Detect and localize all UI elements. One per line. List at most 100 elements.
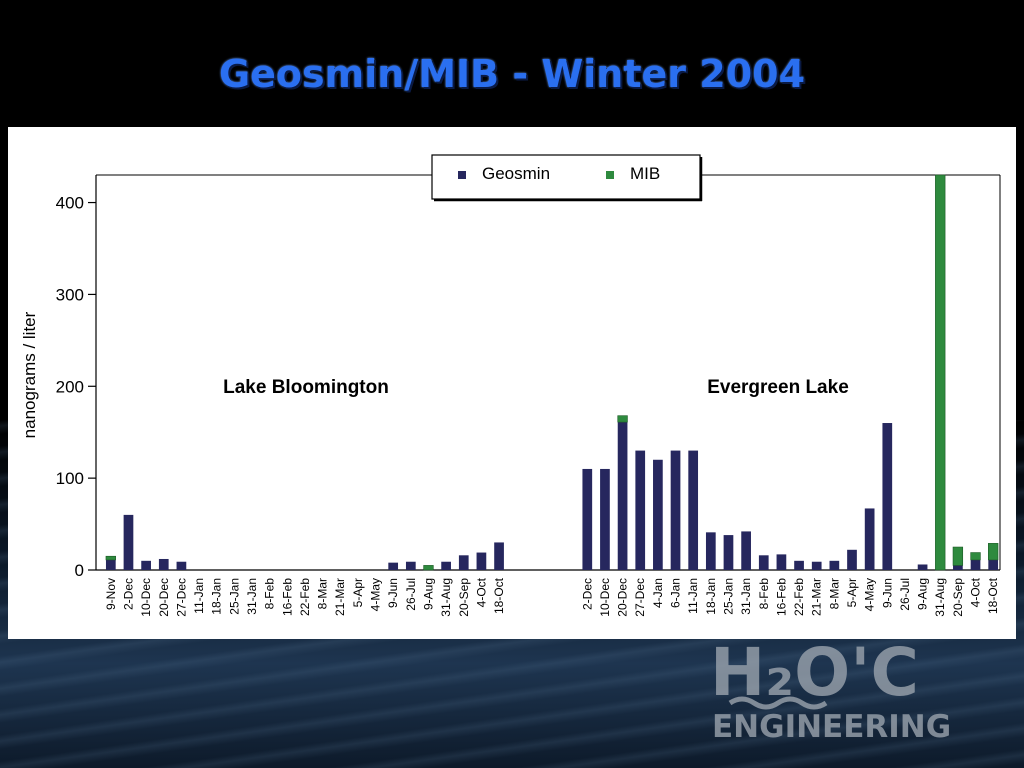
x-tick-label: 21-Mar <box>810 578 824 616</box>
y-axis-label: nanograms / liter <box>20 311 39 438</box>
bar-mib <box>970 552 981 561</box>
x-tick-labels: 9-Nov 2-Dec 10-Dec 20-Dec 27-Dec 11-Jan 18-Jan… <box>104 577 1000 616</box>
bar-mib <box>423 565 434 571</box>
x-tick-label: 5-Apr <box>351 578 365 607</box>
x-tick-label: 25-Jan <box>721 578 735 615</box>
x-tick-label: 8-Feb <box>757 578 771 610</box>
bar-mib <box>617 415 628 423</box>
x-tick-label: 4-Jan <box>651 578 665 608</box>
y-tick-label: 200 <box>56 377 84 396</box>
bar-geosmin <box>847 549 857 570</box>
x-tick-label: 4-Oct <box>474 577 488 607</box>
y-ticks: 0 100 200 300 400 <box>56 194 96 580</box>
slide-title: Geosmin/MIB - Winter 2004 <box>218 52 806 96</box>
bar-geosmin <box>917 564 928 570</box>
bar-geosmin <box>864 508 875 570</box>
x-tick-label: 10-Dec <box>598 578 612 617</box>
bar-mib <box>952 546 964 566</box>
x-tick-label: 9-Jun <box>386 578 400 608</box>
x-tick-label: 25-Jan <box>227 578 241 615</box>
x-tick-label: 9-Aug <box>421 578 435 610</box>
bar-geosmin <box>723 535 734 570</box>
x-tick-label: 22-Feb <box>792 578 806 616</box>
x-tick-label: 5-Apr <box>845 578 859 607</box>
bar-geosmin <box>741 531 751 570</box>
bar-geosmin <box>688 450 699 570</box>
bar-geosmin <box>988 559 999 570</box>
x-tick-label: 9-Jun <box>880 578 894 608</box>
legend-swatch-geosmin <box>458 171 466 179</box>
x-tick-label: 20-Dec <box>616 578 630 617</box>
x-tick-label: 9-Nov <box>104 578 118 610</box>
logo-engineering-text: ENGINEERING <box>712 709 951 745</box>
bar-geosmin <box>441 561 451 570</box>
x-tick-label: 18-Jan <box>210 578 224 615</box>
bar-geosmin <box>176 561 187 570</box>
bar-geosmin <box>953 565 963 570</box>
x-tick-label: 8-Mar <box>316 578 330 609</box>
x-tick-label: 11-Jan <box>192 578 206 614</box>
x-tick-label: 4-Oct <box>969 577 983 607</box>
bar-geosmin <box>829 560 840 570</box>
bar-geosmin <box>388 562 399 570</box>
x-tick-label: 26-Jul <box>898 578 912 611</box>
legend-label-mib: MIB <box>630 164 660 183</box>
x-tick-label: 2-Dec <box>580 578 594 610</box>
bar-geosmin <box>141 560 151 570</box>
bar-geosmin <box>776 554 787 570</box>
bar-geosmin <box>582 468 593 570</box>
x-tick-label: 27-Dec <box>633 578 647 617</box>
x-tick-label: 21-Mar <box>333 578 347 616</box>
bar-geosmin <box>105 559 116 570</box>
bar-geosmin <box>405 561 416 570</box>
h2oc-engineering-logo: H₂O'C ENGINEERING <box>710 634 951 745</box>
legend-label-geosmin: Geosmin <box>482 164 550 183</box>
group-label-lake-bloomington: Lake Bloomington <box>223 377 389 398</box>
x-tick-label: 9-Aug <box>916 578 930 610</box>
bar-geosmin <box>970 559 981 570</box>
bar-geosmin <box>458 555 469 570</box>
bar-geosmin <box>811 561 822 570</box>
x-tick-label: 2-Dec <box>121 578 135 610</box>
bar-geosmin <box>794 560 804 570</box>
x-tick-label: 27-Dec <box>174 578 188 617</box>
x-tick-label: 11-Jan <box>686 578 700 614</box>
chart-panel: 0 100 200 300 400 nanograms / liter 9-Nov 2-D… <box>8 127 1016 639</box>
legend-swatch-mib <box>606 171 614 179</box>
bar-geosmin <box>617 422 628 570</box>
x-tick-label: 4-May <box>863 578 877 611</box>
y-tick-label: 0 <box>75 561 84 580</box>
bar-geosmin <box>494 542 504 570</box>
bars-layer <box>105 174 999 571</box>
bar-geosmin <box>670 450 681 570</box>
x-tick-label: 22-Feb <box>298 578 312 616</box>
y-tick-label: 400 <box>56 194 84 213</box>
y-tick-label: 100 <box>56 469 84 488</box>
x-tick-label: 31-Aug <box>933 578 947 617</box>
x-tick-label: 18-Jan <box>704 578 718 615</box>
x-tick-label: 16-Feb <box>280 578 294 616</box>
y-tick-label: 300 <box>56 285 84 304</box>
bar-geosmin <box>882 423 893 570</box>
x-tick-label: 31-Jan <box>245 578 259 615</box>
x-tick-label: 16-Feb <box>774 578 788 616</box>
bar-mib <box>105 555 116 561</box>
legend: Geosmin MIB <box>431 154 703 202</box>
bar-geosmin <box>635 450 646 570</box>
x-tick-label: 6-Jan <box>669 578 683 608</box>
bar-geosmin <box>158 558 169 570</box>
bar-geosmin <box>476 552 487 570</box>
x-tick-label: 8-Mar <box>827 578 841 609</box>
bar-mib <box>988 543 999 561</box>
x-tick-label: 10-Dec <box>139 578 153 617</box>
x-tick-label: 20-Sep <box>457 578 471 617</box>
x-tick-label: 20-Sep <box>951 578 965 617</box>
bar-geosmin <box>600 468 610 570</box>
x-tick-label: 4-May <box>369 578 383 611</box>
bar-geosmin <box>653 459 663 570</box>
group-label-evergreen-lake: Evergreen Lake <box>707 377 849 398</box>
bar-geosmin <box>705 532 716 570</box>
x-tick-label: 26-Jul <box>404 578 418 611</box>
x-tick-label: 31-Aug <box>439 578 453 617</box>
